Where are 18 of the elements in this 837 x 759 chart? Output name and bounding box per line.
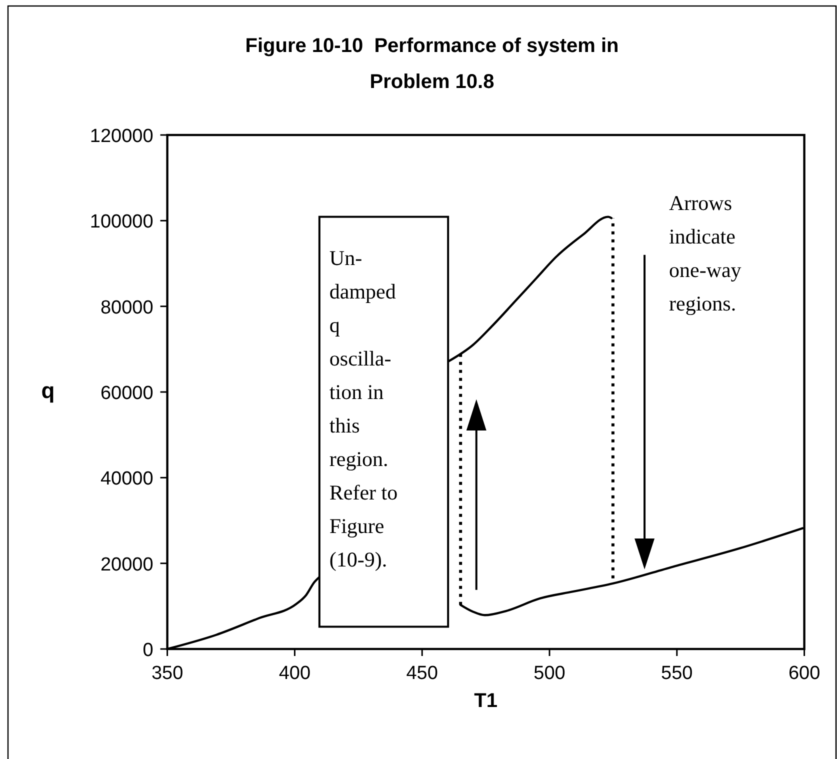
y-axis-title: q bbox=[41, 378, 55, 403]
x-tick-label: 450 bbox=[406, 663, 438, 684]
y-tick-label: 0 bbox=[142, 640, 154, 661]
y-tick-label: 20000 bbox=[100, 554, 154, 576]
x-tick-label: 600 bbox=[788, 663, 820, 684]
x-tick-label: 550 bbox=[661, 663, 693, 684]
y-tick-label: 60000 bbox=[100, 383, 154, 404]
chart-title: Figure 10-10 Performance of system in Problem 10.8 bbox=[245, 35, 619, 93]
x-tick-label: 350 bbox=[151, 663, 184, 684]
x-axis-title: T1 bbox=[474, 690, 498, 712]
annotation: Arrows indicate one-way regions. bbox=[669, 191, 742, 316]
y-tick-label: 120000 bbox=[90, 126, 154, 147]
text-box: Un- damped q oscilla- tion in this region. Refer to Figure (10-9). bbox=[318, 216, 450, 628]
x-tick-label: 400 bbox=[278, 663, 311, 684]
y-tick-label: 80000 bbox=[100, 297, 154, 318]
y-tick-label: 100000 bbox=[90, 212, 154, 233]
x-tick-label: 500 bbox=[534, 663, 566, 684]
y-tick-label: 40000 bbox=[100, 468, 154, 490]
